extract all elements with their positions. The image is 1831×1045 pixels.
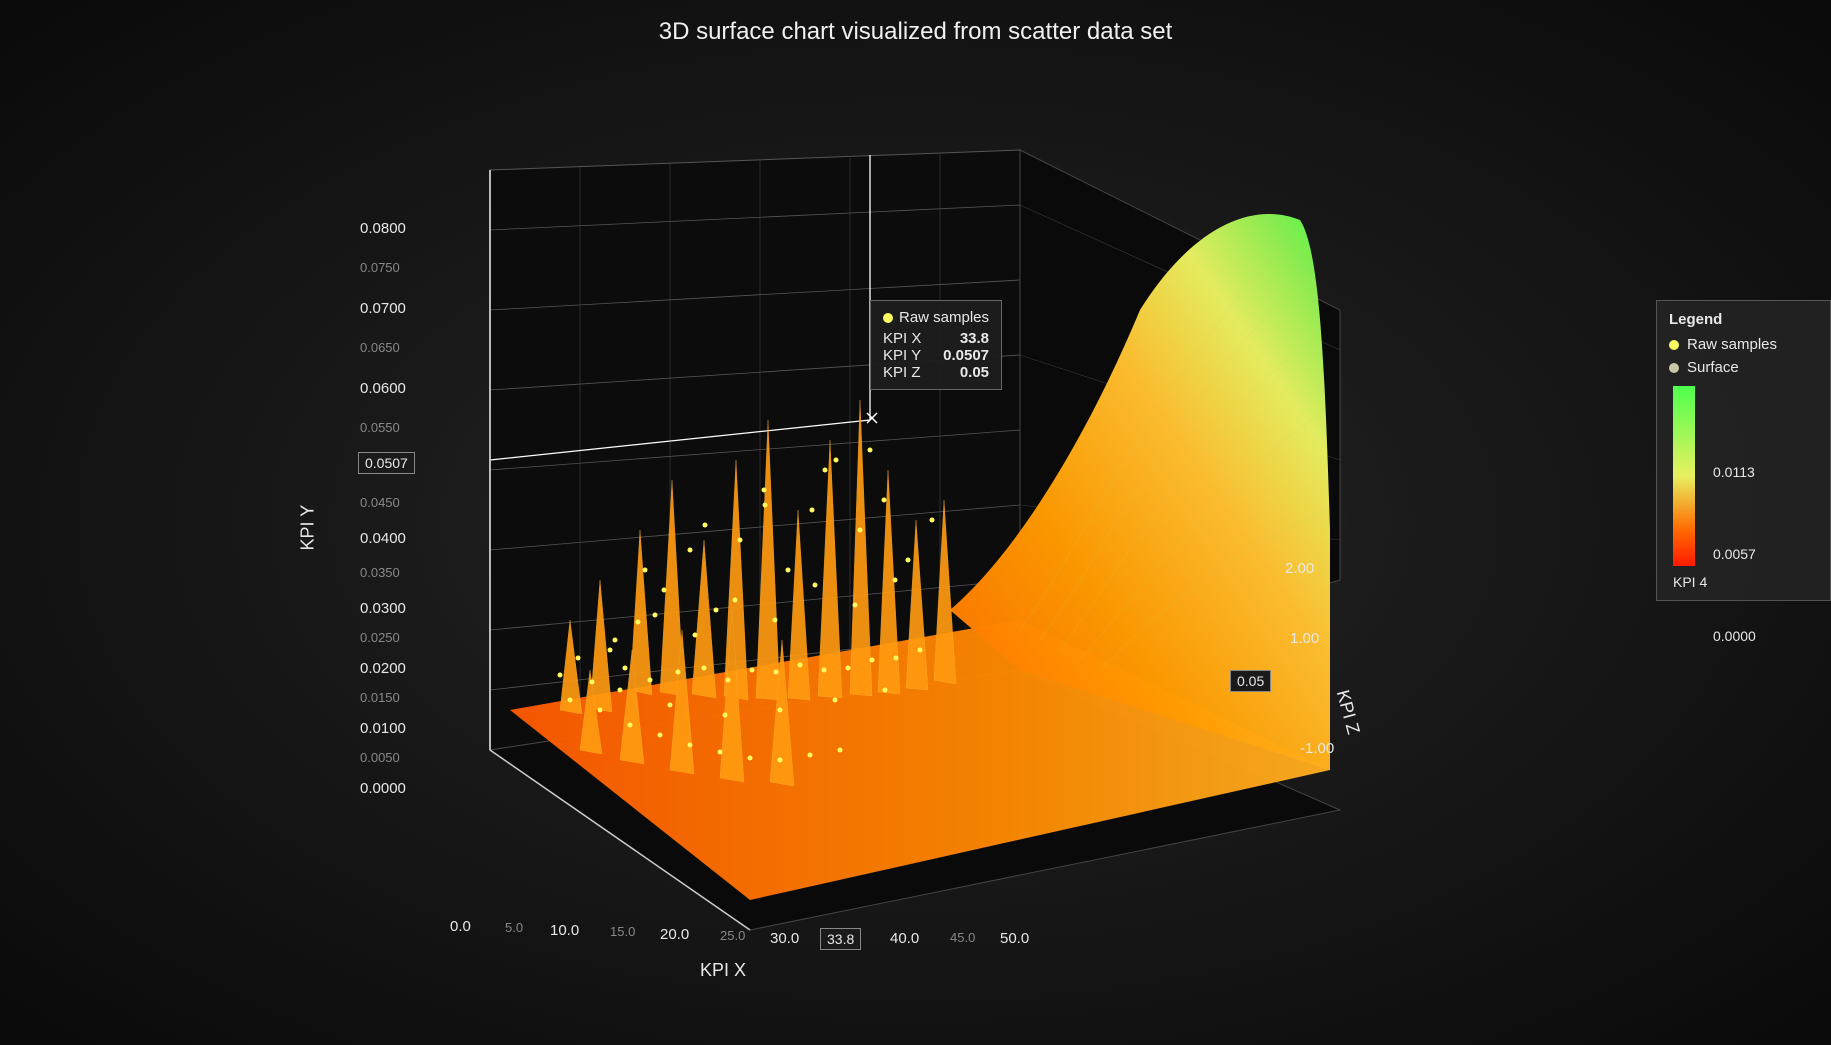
y-tick: 0.0300 <box>360 600 406 617</box>
chart-title: 3D surface chart visualized from scatter… <box>659 18 1173 46</box>
tooltip-dot-icon <box>883 313 893 323</box>
legend-title: Legend <box>1669 311 1818 328</box>
x-tick-minor: 45.0 <box>950 930 975 945</box>
x-tick: 10.0 <box>550 922 579 939</box>
legend-item-label: Surface <box>1687 359 1739 376</box>
legend-item-label: Raw samples <box>1687 336 1777 353</box>
y-tick-minor: 0.0150 <box>360 690 400 705</box>
tooltip-label: KPI Y <box>883 347 921 364</box>
tooltip: Raw samples KPI X 33.8 KPI Y 0.0507 KPI Z 0… <box>870 300 1002 390</box>
tooltip-value: 0.0507 <box>943 347 989 364</box>
y-tick-minor: 0.0350 <box>360 565 400 580</box>
y-tick-minor: 0.0750 <box>360 260 400 275</box>
legend-dot-icon <box>1669 363 1679 373</box>
legend-gradient <box>1673 386 1695 566</box>
z-tick: 2.00 <box>1285 560 1314 577</box>
z-tick: -1.00 <box>1300 740 1334 757</box>
z-tick: 1.00 <box>1290 630 1319 647</box>
chart-svg <box>320 110 1370 970</box>
y-tick: 0.0200 <box>360 660 406 677</box>
y-highlight-box: 0.0507 <box>358 452 415 474</box>
y-tick: 0.0100 <box>360 720 406 737</box>
legend: Legend Raw samples Surface 0.0113 0.0057… <box>1656 300 1831 601</box>
legend-item[interactable]: Surface <box>1669 359 1818 376</box>
tooltip-value: 0.05 <box>960 364 989 381</box>
y-tick: 0.0800 <box>360 220 406 237</box>
legend-gradient-labels: 0.0113 0.0057 0.0000 <box>1713 464 1756 644</box>
legend-dot-icon <box>1669 340 1679 350</box>
tooltip-value: 33.8 <box>960 330 989 347</box>
x-tick-minor: 25.0 <box>720 928 745 943</box>
y-tick: 0.0000 <box>360 780 406 797</box>
x-tick-minor: 15.0 <box>610 924 635 939</box>
legend-item[interactable]: Raw samples <box>1669 336 1818 353</box>
x-tick: 0.0 <box>450 918 471 935</box>
y-axis-label: KPI Y <box>298 505 319 551</box>
x-tick: 20.0 <box>660 926 689 943</box>
tooltip-label: KPI Z <box>883 364 921 381</box>
y-tick-minor: 0.0650 <box>360 340 400 355</box>
x-highlight-box: 33.8 <box>820 928 861 950</box>
x-axis-label: KPI X <box>700 960 746 981</box>
chart-3d-surface[interactable] <box>320 110 1370 970</box>
y-tick-minor: 0.0250 <box>360 630 400 645</box>
y-tick-minor: 0.0050 <box>360 750 400 765</box>
y-tick: 0.0600 <box>360 380 406 397</box>
y-tick: 0.0400 <box>360 530 406 547</box>
x-tick-minor: 5.0 <box>505 920 523 935</box>
x-tick: 50.0 <box>1000 930 1029 947</box>
tooltip-series: Raw samples <box>899 309 989 326</box>
x-tick: 40.0 <box>890 930 919 947</box>
y-tick-minor: 0.0450 <box>360 495 400 510</box>
y-tick: 0.0700 <box>360 300 406 317</box>
tooltip-label: KPI X <box>883 330 921 347</box>
z-highlight-box: 0.05 <box>1230 670 1271 692</box>
y-tick-minor: 0.0550 <box>360 420 400 435</box>
x-tick: 30.0 <box>770 930 799 947</box>
